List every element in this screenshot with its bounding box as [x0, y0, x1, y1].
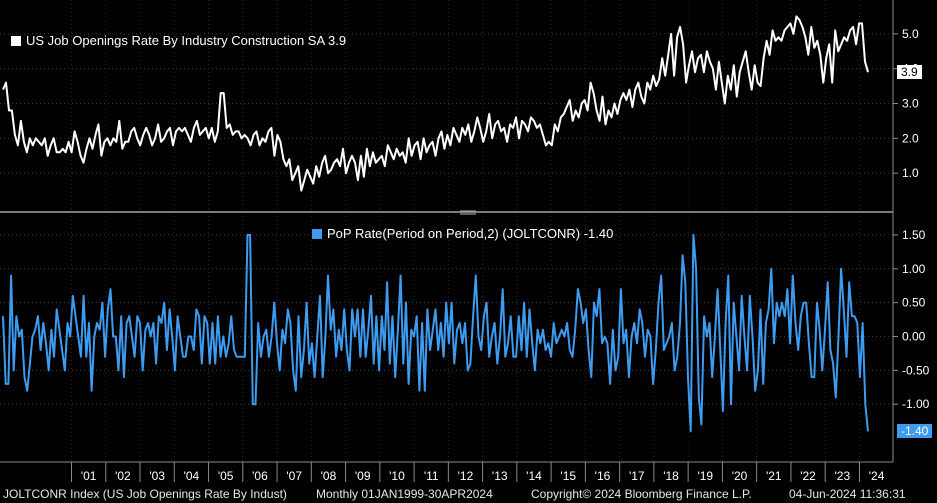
panel-divider-handle[interactable]: [460, 210, 476, 215]
bottom-y-tick-label: 1.00: [902, 262, 926, 276]
x-tick-label: '16: [595, 469, 611, 483]
x-axis-gridlines: [71, 0, 860, 462]
footer-ticker: JOLTCONR Index (US Job Openings Rate By …: [3, 487, 287, 501]
x-tick-label: '24: [869, 469, 885, 483]
footer-range: Monthly 01JAN1999-30APR2024: [316, 487, 493, 501]
top-y-axis-ticks: 1.02.03.04.05.0: [893, 27, 919, 180]
x-tick-label: '23: [834, 469, 850, 483]
x-tick-label: '05: [218, 469, 234, 483]
top-panel-gridlines: [0, 33, 893, 174]
x-tick-label: '08: [321, 469, 337, 483]
x-tick-label: '20: [732, 469, 748, 483]
x-tick-label: '01: [81, 469, 97, 483]
x-tick-label: '06: [252, 469, 268, 483]
top-legend-swatch: [11, 35, 21, 46]
x-tick-label: '13: [492, 469, 508, 483]
footer-timestamp: 04-Jun-2024 11:36:31: [789, 487, 906, 501]
bottom-legend: PoP Rate(Period on Period,2) (JOLTCONR) …: [312, 226, 613, 241]
x-tick-label: '07: [286, 469, 302, 483]
job-openings-rate-series: [2, 15, 869, 192]
x-tick-label: '12: [458, 469, 474, 483]
top-y-tick-label: 3.0: [902, 97, 919, 111]
x-tick-label: '03: [149, 469, 165, 483]
bottom-legend-swatch: [312, 228, 322, 239]
bottom-y-tick-label: -0.50: [902, 363, 930, 377]
bottom-y-tick-label: 1.50: [902, 228, 926, 242]
x-tick-label: '11: [424, 469, 439, 483]
pop-rate-series: [2, 233, 869, 433]
top-legend: US Job Openings Rate By Industry Constru…: [11, 33, 346, 48]
x-tick-label: '14: [526, 469, 542, 483]
top-y-tick-label: 5.0: [902, 27, 919, 41]
footer-bar: JOLTCONR Index (US Job Openings Rate By …: [0, 485, 937, 503]
x-tick-label: '21: [766, 469, 782, 483]
bottom-legend-label: PoP Rate(Period on Period,2) (JOLTCONR) …: [327, 226, 614, 241]
bottom-y-tick-label: -1.00: [902, 397, 930, 411]
bottom-y-axis-ticks: -1.00 -0.50 0.00 0.50 1.00 1.50: [893, 228, 930, 411]
x-tick-label: '04: [184, 469, 200, 483]
x-tick-label: '02: [115, 469, 131, 483]
x-tick-label: '17: [629, 469, 645, 483]
top-last-value-badge: 3.9: [897, 65, 922, 79]
chart-canvas: 1.02.03.04.05.0 -1.00-0.500.000.501.001.…: [0, 0, 930, 483]
x-tick-label: '19: [697, 469, 713, 483]
x-tick-label: '10: [389, 469, 405, 483]
bottom-y-tick-label: 0.50: [902, 296, 926, 310]
top-y-tick-label: 1.0: [902, 166, 919, 180]
footer-copyright: Copyright© 2024 Bloomberg Finance L.P.: [531, 487, 752, 501]
x-tick-label: '22: [800, 469, 816, 483]
top-y-tick-label: 2.0: [902, 131, 919, 145]
top-legend-label: US Job Openings Rate By Industry Constru…: [26, 33, 347, 48]
x-axis-ticks: '01 '02 '03 '04 '05 '06 '07 '08 '09 '10 '11 '12 '13 '…: [71, 462, 885, 483]
x-tick-label: '18: [663, 469, 679, 483]
bottom-last-value-badge: -1.40: [897, 424, 933, 438]
x-tick-label: '09: [355, 469, 371, 483]
x-tick-label: '15: [560, 469, 576, 483]
bottom-y-tick-label: 0.00: [902, 330, 926, 344]
